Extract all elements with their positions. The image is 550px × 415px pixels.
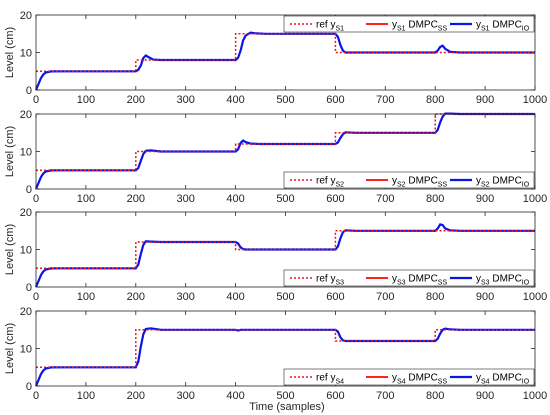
x-tick-label: 600 [326,94,344,106]
y-tick-label: 10 [20,147,32,159]
y-tick-label: 0 [26,85,32,97]
legend-box [283,171,535,189]
y-axis-title: Level (cm) [4,27,16,78]
y-tick-label: 0 [26,381,32,393]
x-tick-label: 600 [326,390,344,402]
x-tick-label: 400 [226,291,244,303]
y-tick-label: 10 [20,48,32,60]
reference-line [36,33,535,73]
x-tick-label: 500 [276,193,294,205]
x-tick-label: 800 [426,193,444,205]
x-tick-label: 100 [77,291,95,303]
x-tick-label: 200 [127,193,145,205]
legend-ss-label: yS1 DMPCSS [392,20,447,33]
x-tick-label: 400 [226,94,244,106]
reference-line [36,230,535,270]
axes-frame [35,14,536,91]
x-tick-label: 200 [127,291,145,303]
legend: ref yS4 yS4 DMPCSS yS4 DMPCIO [283,368,535,386]
series-io-line [34,327,535,387]
axes-frame [35,310,536,387]
legend: ref yS3 yS3 DMPCSS yS3 DMPCIO [283,269,535,287]
x-tick-label: 900 [476,94,494,106]
y-tick-label: 20 [20,306,32,318]
y-axis-title: Level (cm) [4,126,16,177]
x-tick-label: 800 [426,94,444,106]
x-tick-label: 900 [476,193,494,205]
legend-box [283,269,535,287]
x-tick-label: 900 [476,291,494,303]
y-tick-label: 20 [20,10,32,22]
x-tick-label: 100 [77,94,95,106]
x-tick-label: 0 [33,94,39,106]
legend-box [283,368,535,386]
x-tick-label: 800 [426,390,444,402]
x-tick-label: 600 [326,193,344,205]
x-tick-label: 400 [226,390,244,402]
reference-line [36,113,535,172]
legend-ss-label: yS4 DMPCSS [392,373,447,386]
legend: ref yS2 yS2 DMPCSS yS2 DMPCIO [283,171,535,189]
x-tick-label: 500 [276,291,294,303]
x-tick-label: 0 [33,291,39,303]
x-tick-label: 300 [177,291,195,303]
y-tick-label: 10 [20,344,32,356]
x-tick-label: 100 [77,193,95,205]
x-tick-label: 700 [376,390,394,402]
x-tick-label: 500 [276,94,294,106]
legend: ref yS1 yS1 DMPCSS yS1 DMPCIO [283,15,535,33]
legend-ss-label: yS2 DMPCSS [392,176,447,189]
reference-line [36,329,535,369]
legend-ref-label: ref yS1 [316,20,344,33]
x-tick-label: 300 [177,94,195,106]
x-tick-label: 700 [376,193,394,205]
y-tick-label: 0 [26,282,32,294]
legend-ref-label: ref yS3 [316,274,344,287]
legend-ref-label: ref yS4 [316,373,344,386]
y-tick-label: 20 [20,207,32,219]
axes-frame [35,211,536,288]
x-tick-label: 1000 [523,193,547,205]
x-tick-label: 0 [33,193,39,205]
y-axis-title: Level (cm) [4,323,16,374]
x-tick-label: 300 [177,390,195,402]
x-tick-label: 1000 [523,94,547,106]
x-tick-label: 100 [77,390,95,402]
x-tick-label: 700 [376,291,394,303]
x-tick-label: 900 [476,390,494,402]
legend-box [283,15,535,33]
y-tick-label: 20 [20,109,32,121]
x-tick-label: 1000 [523,390,547,402]
x-tick-label: 400 [226,193,244,205]
x-tick-label: 800 [426,291,444,303]
legend-io-label: yS4 DMPCIO [476,373,530,386]
legend-io-label: yS3 DMPCIO [476,274,530,287]
legend-ss-label: yS3 DMPCSS [392,274,447,287]
axes-frame [35,113,536,190]
x-tick-label: 700 [376,94,394,106]
x-axis-title: Time (samples) [249,401,324,413]
x-tick-label: 200 [127,94,145,106]
y-tick-label: 10 [20,245,32,257]
x-tick-label: 500 [276,390,294,402]
x-tick-label: 300 [177,193,195,205]
x-tick-label: 600 [326,291,344,303]
legend-io-label: yS2 DMPCIO [476,176,530,189]
y-axis-title: Level (cm) [4,224,16,275]
x-tick-label: 0 [33,390,39,402]
x-tick-label: 1000 [523,291,547,303]
legend-ref-label: ref yS2 [316,176,344,189]
y-tick-label: 0 [26,184,32,196]
legend-io-label: yS1 DMPCIO [476,20,530,33]
x-tick-label: 200 [127,390,145,402]
